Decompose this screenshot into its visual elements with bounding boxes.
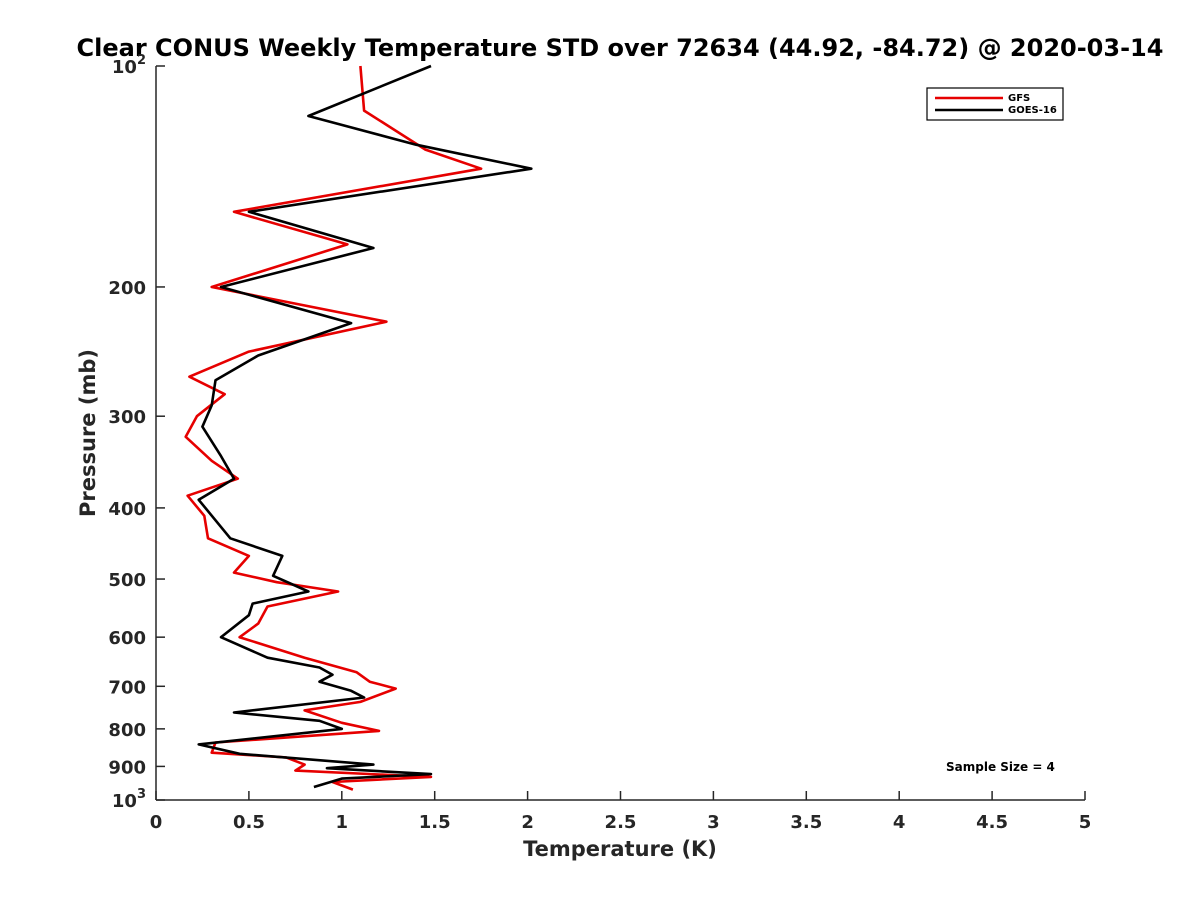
y-tick-label: 103 [112, 787, 146, 812]
x-tick-label: 3 [707, 812, 720, 833]
x-tick-label: 1.5 [419, 812, 451, 833]
x-ticks-group: 0 0.5 1 1.5 2 2.5 3 3.5 4 4.5 5 [150, 791, 1092, 833]
y-tick-label: 200 [108, 278, 146, 299]
series-line-goes16 [197, 64, 533, 789]
x-tick-label: 2.5 [605, 812, 637, 833]
plot-series-group [184, 64, 533, 791]
legend-label-goes16: GOES-16 [1008, 105, 1057, 116]
legend-box [926, 87, 1064, 121]
y-tick-label: 600 [108, 628, 146, 649]
y-tick-label: 700 [108, 677, 146, 698]
x-tick-label: 5 [1079, 812, 1092, 833]
y-tick-label: 102 [112, 53, 146, 78]
series-line-gfs [184, 65, 483, 791]
y-tick-label: 800 [108, 720, 146, 741]
y-tick-label: 900 [108, 757, 146, 778]
x-tick-label: 4.5 [976, 812, 1008, 833]
y-tick-label: 500 [108, 570, 146, 591]
legend-label-gfs: GFS [1008, 93, 1030, 104]
x-tick-label: 3.5 [790, 812, 822, 833]
legend: GFS GOES-16 [926, 87, 1064, 121]
y-axis-label: Pressure (mb) [76, 349, 100, 517]
sample-size-annotation: Sample Size = 4 [946, 760, 1055, 774]
x-axis-label: Temperature (K) [523, 837, 717, 861]
y-ticks-group: 102 200 300 400 500 600 700 800 900 103 [108, 53, 165, 812]
y-tick-label: 400 [108, 499, 146, 520]
x-tick-label: 0.5 [233, 812, 265, 833]
x-tick-label: 4 [893, 812, 906, 833]
x-tick-label: 1 [336, 812, 349, 833]
chart-title: Clear CONUS Weekly Temperature STD over … [77, 34, 1164, 62]
y-tick-label: 300 [108, 407, 146, 428]
x-tick-label: 2 [521, 812, 534, 833]
x-tick-label: 0 [150, 812, 163, 833]
